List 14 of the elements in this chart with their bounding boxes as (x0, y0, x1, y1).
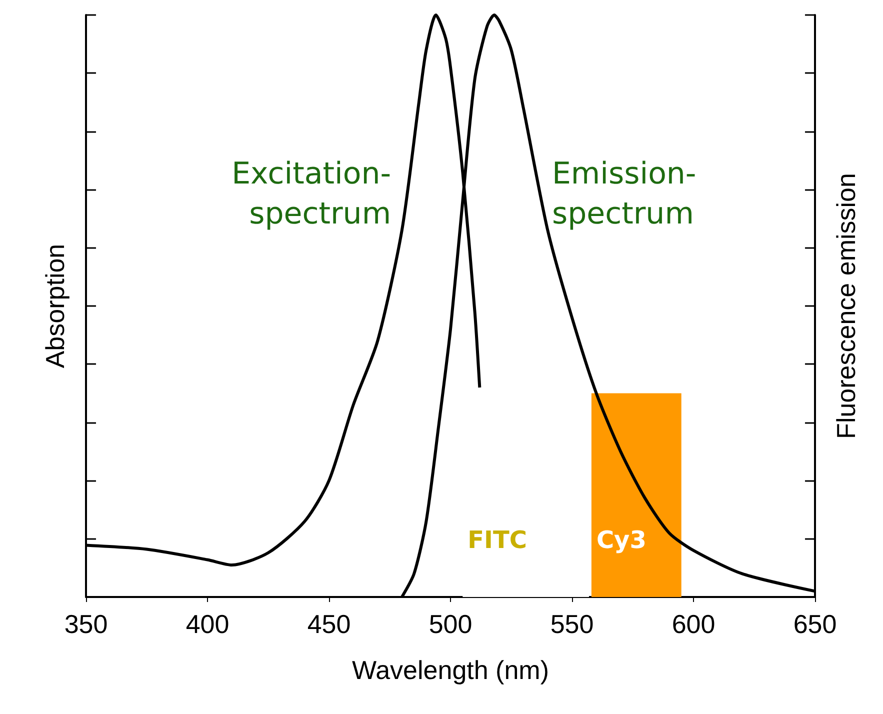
x-tick-label: 450 (307, 609, 351, 639)
x-tick-label: 600 (672, 609, 716, 639)
x-tick-label: 400 (186, 609, 230, 639)
x-tick-label: 550 (550, 609, 594, 639)
y2-axis-title: Fluorescence emission (831, 173, 861, 439)
band-label: FITC (468, 526, 527, 554)
series-label: Emission-spectrum (552, 156, 696, 232)
y-axis-title: Absorption (40, 244, 70, 368)
series-label: Excitation-spectrum (232, 156, 392, 232)
x-axis-title: Wavelength (nm) (352, 655, 549, 685)
band-label: Cy3 (596, 526, 646, 554)
x-tick-label: 350 (64, 609, 108, 639)
x-tick-label: 650 (793, 609, 837, 639)
x-tick-label: 500 (428, 609, 472, 639)
